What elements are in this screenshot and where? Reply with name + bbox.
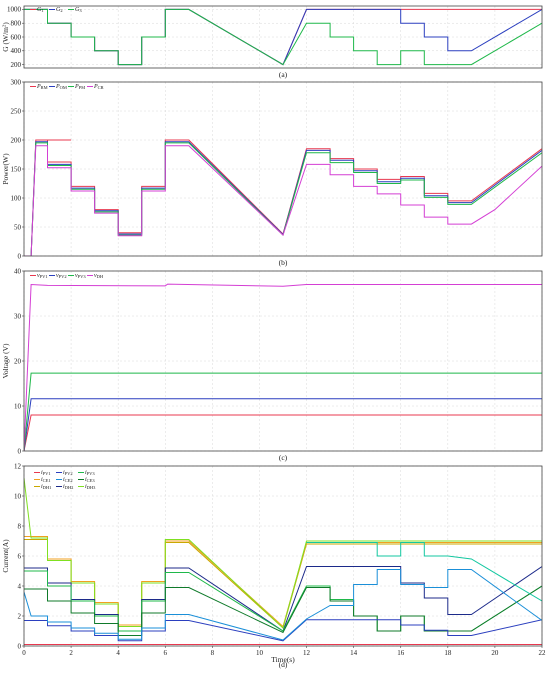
y-tick-label: 250 — [11, 107, 22, 115]
legend-entry: iPV2 — [63, 470, 73, 476]
y-tick-label: 20 — [14, 357, 22, 365]
series-line-iPV3 — [24, 570, 542, 632]
series-line-vDH — [24, 283, 542, 451]
x-tick-label: 14 — [350, 649, 358, 657]
series-line-iCE2 — [24, 569, 542, 641]
legend-entry: PCR — [93, 84, 104, 90]
legend-entry: vPV3 — [75, 273, 86, 279]
legend-entry: iDH2 — [63, 484, 73, 490]
series-line-vPV2 — [24, 398, 542, 451]
y-tick-label: 10 — [14, 402, 22, 410]
legend-entry: iCE3 — [85, 477, 95, 483]
x-tick-label: 4 — [116, 649, 120, 657]
series-line-vPV1 — [24, 414, 542, 451]
legend-entry: vPV1 — [37, 273, 48, 279]
legend-entry: iPV1 — [41, 470, 51, 476]
x-tick-label: 20 — [491, 649, 499, 657]
y-tick-label: 0 — [18, 447, 22, 455]
series-line-PRM — [24, 139, 542, 256]
y-tick-label: 40 — [14, 267, 22, 275]
y-axis-label: Power(W) — [1, 153, 10, 185]
legend-entry: vDH — [94, 273, 104, 279]
panel-d: 0 2 4 6 8 10 12 0 2 4 6 8 10 12 14 16 18 20 22 Current(A) Ti… — [1, 462, 546, 669]
legend-entry: PRM — [36, 84, 48, 90]
y-tick-label: 12 — [14, 462, 22, 470]
legend-entry: iCE1 — [41, 477, 51, 483]
y-tick-label: 200 — [11, 61, 22, 69]
x-tick-label: 6 — [164, 649, 168, 657]
legend-entry: vPV2 — [56, 273, 67, 279]
x-tick-label: 0 — [22, 649, 26, 657]
y-tick-label: 200 — [11, 136, 22, 144]
x-tick-label: 2 — [69, 649, 73, 657]
series-line-iCE2b — [306, 542, 542, 602]
x-tick-label: 18 — [444, 649, 452, 657]
y-tick-label: 50 — [14, 223, 22, 231]
y-tick-label: 600 — [11, 33, 22, 41]
panel-b: 0 50 100 150 200 250 300 Power(W) (b) PRM POM PPM PC… — [1, 78, 543, 267]
y-axis-label: G (W/m2) — [1, 22, 10, 52]
legend-entry: iDH3 — [85, 484, 96, 490]
x-axis-label: Time(s) — [271, 655, 295, 664]
series-line-iDH3 — [24, 477, 542, 629]
x-tick-label: 12 — [303, 649, 311, 657]
panel-a: 200 400 600 800 1000 G (W/m2) (a) G1 G2 G3 — [1, 5, 543, 79]
series-line-iCE1 — [24, 536, 542, 628]
x-tick-label: 10 — [256, 649, 264, 657]
series-line-PPM — [24, 142, 542, 256]
y-tick-label: 400 — [11, 47, 22, 55]
y-tick-label: 10 — [14, 492, 22, 500]
y-tick-label: 800 — [11, 20, 22, 28]
y-tick-label: 150 — [11, 165, 22, 173]
y-tick-label: 30 — [14, 312, 22, 320]
y-tick-label: 8 — [18, 522, 22, 530]
y-tick-label: 6 — [18, 552, 22, 560]
legend-entry: iCE2 — [63, 477, 73, 483]
panel-caption: (c) — [279, 453, 288, 462]
series-line-vPV3 — [24, 372, 542, 451]
x-tick-label: 22 — [539, 649, 547, 657]
y-tick-label: 0 — [18, 252, 22, 260]
panel-caption: (d) — [279, 660, 288, 669]
legend-entry: iDH1 — [41, 484, 51, 490]
y-tick-label: 100 — [11, 194, 22, 202]
y-tick-label: 4 — [18, 582, 22, 590]
series-line-PCR — [24, 145, 542, 256]
x-tick-label: 16 — [397, 649, 405, 657]
legend-entry: iPV3 — [85, 470, 95, 476]
y-axis-label: Voltage (V) — [1, 343, 10, 379]
x-tick-label: 8 — [211, 649, 215, 657]
y-axis-label: Current(A) — [1, 539, 10, 573]
legend-entry: G1 — [37, 7, 44, 13]
y-tick-label: 300 — [11, 78, 22, 86]
legend-entry: G2 — [56, 7, 63, 13]
legend-entry: POM — [55, 84, 67, 90]
panel-caption: (b) — [279, 258, 288, 267]
legend-entry: PPM — [74, 84, 85, 90]
series-line-iDH2 — [24, 566, 542, 632]
y-tick-label: 1000 — [7, 6, 22, 14]
legend-entry: G3 — [75, 7, 82, 13]
y-tick-label: 2 — [18, 612, 22, 620]
series-line-G3 — [24, 8, 542, 66]
y-tick-label: 0 — [18, 642, 22, 650]
series-line-POM — [24, 141, 542, 256]
panel-caption: (a) — [279, 70, 288, 79]
panel-c: 0 10 20 30 40 Voltage (V) (c) vPV1 vPV2 vPV3 vDH — [1, 267, 543, 462]
